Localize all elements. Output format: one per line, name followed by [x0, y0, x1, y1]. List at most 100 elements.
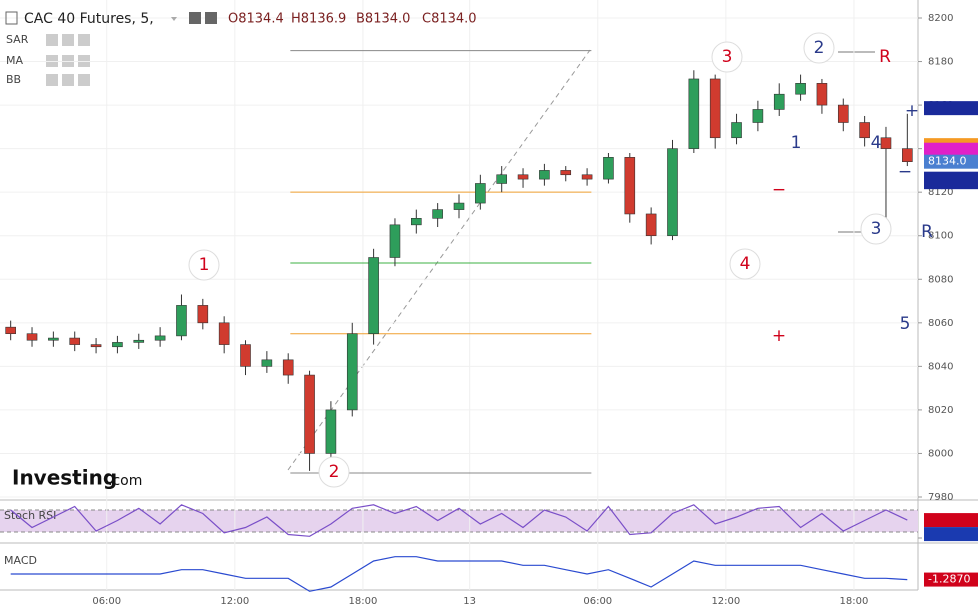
ohlc-close: C8134.0: [422, 12, 477, 27]
y-tick-label: 8060: [928, 318, 953, 329]
candle-body: [517, 174, 529, 180]
wave-label: 1: [199, 255, 210, 275]
price-tag: [924, 175, 978, 190]
candle-body: [752, 109, 764, 123]
candle-body: [389, 224, 401, 258]
indicator-label[interactable]: BB: [6, 73, 21, 86]
price-tag-label: 8134.0: [928, 155, 967, 168]
price-tag: [924, 154, 978, 169]
candle-body: [453, 202, 465, 210]
x-tick-label: 18:00: [349, 596, 378, 607]
candle-body: [112, 342, 123, 348]
candle-body: [176, 305, 187, 337]
candle-body: [368, 257, 379, 335]
y-tick-label: 8200: [928, 13, 953, 24]
x-tick-label: 12:00: [711, 596, 740, 607]
x-tick-label: 06:00: [92, 596, 121, 607]
wave-label: 3: [871, 219, 882, 239]
indicator-label[interactable]: MA: [6, 54, 23, 67]
candle-body: [731, 122, 742, 139]
candle-body: [581, 174, 593, 180]
price-tag: [924, 527, 978, 542]
wave-label: +: [905, 101, 919, 121]
candle-body: [432, 209, 443, 219]
x-tick-label: 06:00: [583, 596, 612, 607]
candle-body: [475, 183, 486, 204]
candle-body: [5, 326, 16, 335]
y-tick-label: 8020: [928, 405, 953, 416]
candle-body: [709, 78, 721, 139]
wave-label: 4: [740, 254, 751, 274]
ohlc-high: H8136.9: [291, 12, 346, 27]
x-tick-label: 18:00: [840, 596, 869, 607]
wave-label: R: [921, 222, 933, 242]
wave-label: −: [772, 180, 786, 200]
candle-body: [69, 337, 81, 345]
symbol: CAC 40 Futures, 5,: [24, 11, 154, 27]
indicator-label[interactable]: SAR: [6, 33, 29, 46]
candle-body: [688, 78, 700, 149]
candle-body: [346, 333, 358, 411]
wave-label: −: [898, 162, 912, 182]
wave-label: 5: [900, 314, 911, 334]
candle-body: [645, 213, 657, 237]
icon[interactable]: [205, 12, 217, 24]
wave-circle: [188, 249, 220, 281]
wave-circle: [711, 41, 743, 73]
candle-body: [154, 335, 166, 341]
candle-body: [859, 122, 870, 139]
y-tick-label: 8000: [928, 448, 953, 459]
candle-body: [603, 157, 614, 180]
y-tick-label: 8120: [928, 187, 953, 198]
y-tick-label: 7980: [928, 492, 953, 503]
candle-body: [261, 359, 273, 367]
candle-body: [48, 337, 59, 341]
indicator-icon: [62, 55, 74, 67]
candle-body: [90, 344, 102, 348]
wave-circle: [803, 32, 835, 64]
ohlc-low: B8134.0: [356, 12, 410, 27]
wave-label: 4: [871, 133, 882, 153]
indicator-line: [10, 504, 908, 537]
candle-body: [795, 83, 806, 95]
candle-body: [624, 157, 636, 215]
indicator-icon: [78, 74, 90, 86]
candle-body: [837, 104, 849, 123]
candle-body: [816, 83, 828, 106]
candle-body: [773, 93, 785, 110]
price-tag: [924, 142, 978, 157]
logo-suffix: .com: [108, 473, 142, 489]
candle-body: [667, 148, 678, 237]
price-tag-label: -1.2870: [928, 573, 970, 586]
candle-body: [282, 359, 294, 376]
wave-circle: [318, 456, 350, 488]
panel-title: MACD: [4, 554, 37, 567]
candle-body: [218, 322, 230, 345]
candle-body: [240, 344, 251, 367]
candle-body: [560, 170, 572, 176]
price-tag: [924, 513, 978, 528]
wave-label: +: [772, 326, 786, 346]
indicator-icon: [78, 55, 90, 67]
price-tag: [924, 101, 978, 116]
wave-label: 2: [329, 462, 340, 482]
wave-circle: [860, 213, 892, 245]
candle-body: [496, 174, 507, 184]
wave-label: 1: [791, 133, 802, 153]
stoch-band: [0, 510, 918, 532]
candle-body: [197, 305, 209, 324]
indicator-line: [10, 556, 908, 592]
indicator-icon: [46, 34, 58, 46]
dropdown[interactable]: [171, 17, 177, 21]
candle-body: [880, 137, 892, 149]
wave-circle: [729, 248, 761, 280]
icon[interactable]: [189, 12, 201, 24]
menu-icon: [5, 11, 18, 25]
indicator-icon: [78, 34, 90, 46]
indicator-icon: [62, 74, 74, 86]
y-tick-label: 8080: [928, 274, 953, 285]
price-tag: [924, 572, 978, 587]
indicator-icon: [46, 74, 58, 86]
